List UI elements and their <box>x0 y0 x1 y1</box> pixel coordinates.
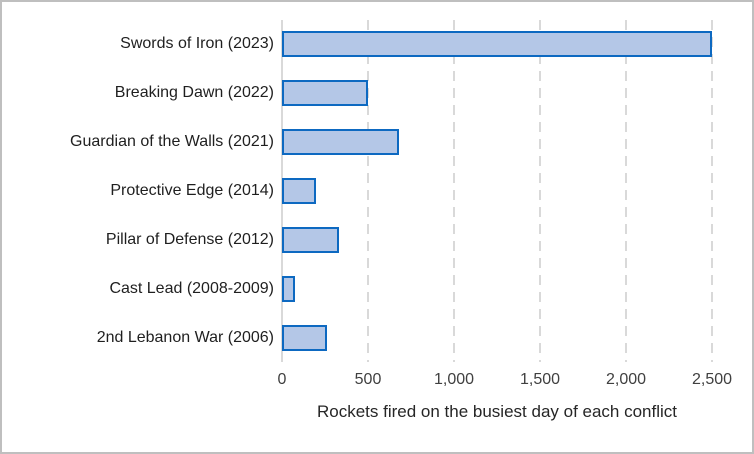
x-tick-label: 1,000 <box>433 371 475 388</box>
category-label: 2nd Lebanon War (2006) <box>96 328 274 346</box>
gridline <box>711 20 713 362</box>
gridline <box>367 20 369 362</box>
bar <box>282 31 712 58</box>
gridline <box>539 20 541 362</box>
bar <box>282 324 327 351</box>
x-tick-label: 0 <box>277 371 287 388</box>
bar <box>282 178 317 204</box>
category-label: Swords of Iron (2023) <box>120 35 274 53</box>
x-tick-label: 2,000 <box>605 371 647 388</box>
x-tick-label: 500 <box>354 371 382 388</box>
category-label: Cast Lead (2008-2009) <box>109 279 274 297</box>
category-label: Breaking Dawn (2022) <box>114 84 274 102</box>
x-tick-label: 2,500 <box>691 371 733 388</box>
x-axis-title: Rockets fired on the busiest day of each… <box>316 402 678 421</box>
x-tick-label: 1,500 <box>519 371 561 388</box>
gridline <box>625 20 627 362</box>
category-label: Pillar of Defense (2012) <box>105 230 274 248</box>
bar <box>282 129 399 156</box>
category-label: Guardian of the Walls (2021) <box>70 133 274 151</box>
gridline <box>453 20 455 362</box>
bar <box>282 80 368 107</box>
bar <box>282 275 295 302</box>
category-label: Protective Edge (2014) <box>110 181 274 199</box>
bar <box>282 226 339 253</box>
